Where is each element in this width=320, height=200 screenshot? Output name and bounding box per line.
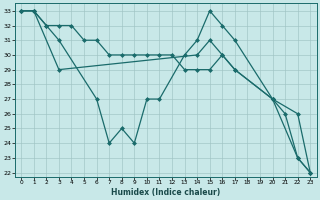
X-axis label: Humidex (Indice chaleur): Humidex (Indice chaleur)	[111, 188, 220, 197]
